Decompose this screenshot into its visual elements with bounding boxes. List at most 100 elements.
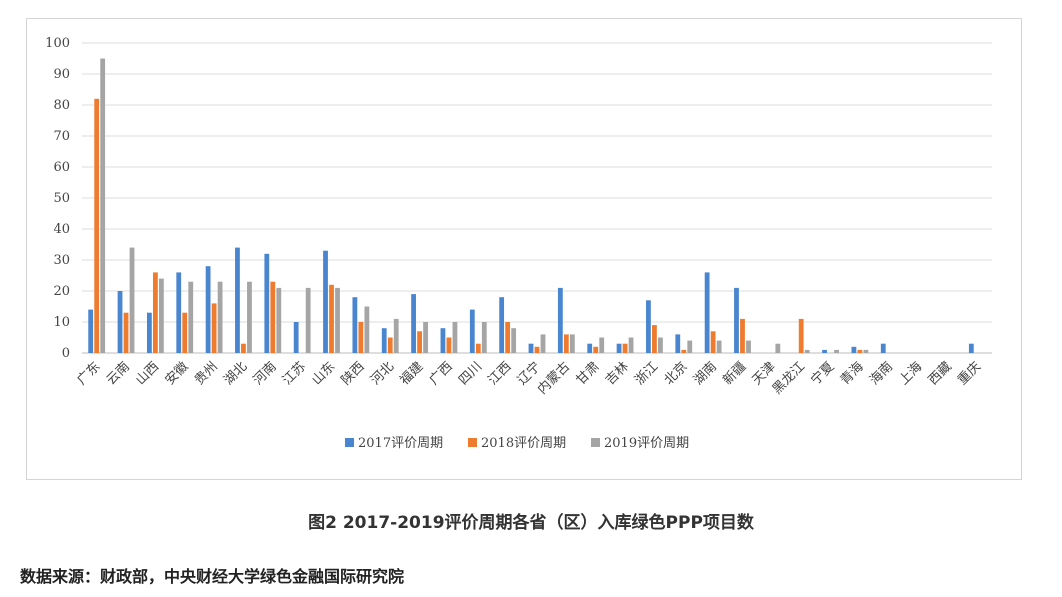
bar [775,343,781,353]
x-tick-label: 江苏 [279,359,309,389]
bar [270,281,276,353]
bar [329,284,334,353]
bar [658,337,663,353]
bar [557,287,563,353]
x-tick-label: 湖南 [690,359,720,389]
bar [393,318,399,353]
bar [387,337,393,353]
bar [217,281,223,353]
bar [569,334,575,353]
bar [88,309,94,353]
bar [446,337,452,353]
y-tick-label: 40 [53,222,70,237]
bar [247,281,252,353]
x-tick-label: 内蒙古 [534,359,573,398]
bar [687,340,693,353]
bar [528,343,534,353]
bar [740,318,745,353]
legend-swatch [591,438,600,447]
bar [188,281,194,353]
bar [440,328,446,353]
x-tick-label: 重庆 [954,359,984,389]
x-tick-label: 青海 [838,359,867,388]
y-tick-label: 20 [53,284,70,299]
x-tick-label: 安徽 [163,359,192,388]
legend-label: 2017评价周期 [358,436,443,451]
bar [704,272,710,353]
bar [469,309,475,353]
bar [381,328,387,353]
x-tick-label: 四川 [456,359,485,388]
x-tick-label: 广西 [427,359,456,388]
source-note: 数据来源：财政部，中央财经大学绿色金融国际研究院 [20,567,405,586]
chart-frame: 0 10 20 30 40 50 60 70 80 90 100 广东 云南 山西 安徽 贵州 湖北 河南 江苏 山东… [26,18,1022,480]
x-tick-label: 上海 [896,359,925,388]
bar [211,303,217,353]
x-tick-label: 湖北 [221,359,250,388]
bar [323,250,328,353]
x-tick-label: 甘肃 [574,359,603,388]
bar [593,346,599,353]
x-tick-label: 福建 [397,359,426,388]
bar [364,306,370,353]
bar [158,278,164,353]
bar [117,291,123,353]
bar [305,287,311,353]
legend-swatch [345,438,354,447]
x-tick-label: 河北 [368,359,397,388]
bar [968,343,974,353]
bar [100,58,106,353]
x-tick-label: 陕西 [339,359,368,388]
bar [646,300,651,353]
bar [293,322,299,353]
bar [152,272,158,353]
x-tick-label: 江西 [485,359,514,388]
bar [511,328,517,353]
bar [734,287,739,353]
y-tick-label: 90 [53,67,70,82]
legend-label: 2019评价周期 [604,436,689,451]
x-tick-label: 北京 [662,359,691,388]
bar [176,272,182,353]
bar [716,340,722,353]
bar [804,349,810,353]
y-tick-label: 50 [53,191,70,206]
bar [241,343,246,353]
bar [622,343,628,353]
bar [452,322,458,353]
bar [481,322,487,353]
x-tick-label: 吉林 [603,359,632,388]
bar [235,247,240,353]
bar [599,337,605,353]
bar [94,98,100,353]
bar [264,253,270,353]
bar [358,322,364,353]
legend-swatch [468,438,477,447]
bar [423,322,428,353]
bar [276,287,282,353]
bar [616,343,622,353]
y-tick-label: 0 [62,346,70,361]
y-tick-label: 80 [53,98,70,113]
bar [652,325,657,353]
x-tick-label: 山西 [133,359,162,388]
x-tick-label: 云南 [103,359,133,389]
bar [746,340,751,353]
y-tick-label: 60 [53,160,70,175]
x-tick-label: 山东 [309,359,338,388]
bar [540,334,546,353]
x-tick-label: 贵州 [192,359,221,388]
bar [417,331,422,353]
bar [129,247,135,353]
bar [675,334,681,353]
bar [798,318,804,353]
bar-chart: 0 10 20 30 40 50 60 70 80 90 100 广东 云南 山西 安徽 贵州 湖北 河南 江苏 山东… [45,36,992,451]
figure-caption: 图2 2017-2019评价周期各省（区）入库绿色PPP项目数 [308,513,754,533]
y-tick-label: 100 [45,36,70,51]
bar [857,349,863,353]
x-tick-label: 海南 [866,359,896,389]
bar [851,346,857,353]
y-tick-label: 70 [53,129,70,144]
legend-label: 2018评价周期 [481,436,566,451]
bar [534,346,540,353]
